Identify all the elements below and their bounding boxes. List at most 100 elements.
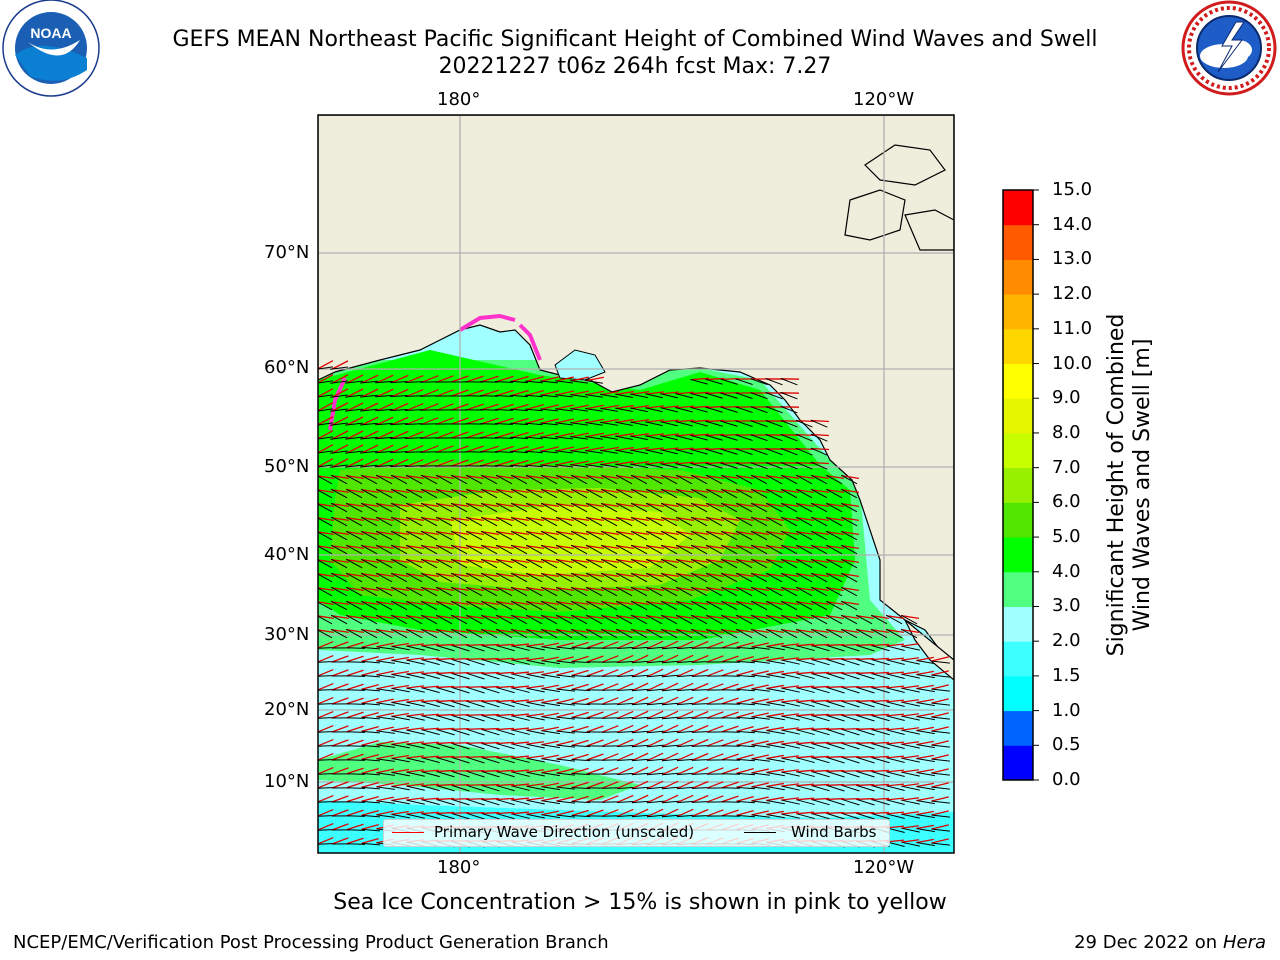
wind-barb <box>900 614 918 625</box>
wave-direction-arrow <box>691 531 709 535</box>
wave-direction-arrow <box>825 755 845 759</box>
wind-barb <box>797 687 815 694</box>
wave-direction-arrow <box>885 811 905 815</box>
wind-barb <box>555 530 573 541</box>
wind-barb <box>480 558 498 569</box>
wind-barb <box>782 673 800 679</box>
wave-direction-arrow <box>916 824 934 830</box>
wave-direction-arrow <box>646 682 664 692</box>
wave-direction-arrow <box>616 601 634 605</box>
wind-barb <box>556 730 575 734</box>
wave-direction-arrow <box>631 710 649 720</box>
wind-barb <box>902 659 920 665</box>
wind-barb <box>509 380 529 384</box>
wave-direction-arrow <box>346 697 364 705</box>
wave-direction-arrow <box>481 417 499 425</box>
wind-barb <box>615 614 633 625</box>
wind-barb <box>690 420 708 427</box>
wave-direction-arrow <box>601 517 619 521</box>
wind-barb <box>527 785 545 791</box>
wave-direction-arrow <box>451 517 469 521</box>
wind-barb <box>437 673 455 680</box>
wave-direction-arrow <box>541 404 559 410</box>
wave-direction-arrow <box>510 811 530 815</box>
wind-barb <box>527 687 545 693</box>
wave-direction-arrow <box>676 696 694 706</box>
wave-direction-arrow <box>556 418 574 424</box>
wave-direction-arrow <box>361 545 379 549</box>
wind-barb <box>570 422 588 426</box>
wind-barb <box>555 422 574 426</box>
wave-direction-arrow <box>676 489 694 493</box>
wave-direction-arrow <box>318 794 334 803</box>
land-arctic-islands <box>844 144 954 251</box>
wave-direction-arrow <box>406 573 424 577</box>
wave-direction-arrow <box>646 587 664 591</box>
wave-direction-arrow <box>466 431 484 439</box>
wind-barb <box>917 688 935 693</box>
wave-direction-arrow <box>855 783 875 787</box>
wind-barb <box>735 614 753 625</box>
wave-direction-arrow <box>916 838 934 844</box>
wind-barb <box>540 488 558 499</box>
wind-barb <box>422 701 440 708</box>
wave-direction-arrow <box>406 615 424 619</box>
wave-direction-arrow <box>810 685 830 689</box>
wave-direction-arrow <box>736 795 754 803</box>
wind-barb <box>827 757 845 764</box>
wave-direction-arrow <box>421 445 439 453</box>
wave-direction-arrow <box>466 615 484 619</box>
wave-direction-arrow <box>376 444 394 454</box>
wave-direction-arrow <box>541 475 559 479</box>
wind-barb <box>842 687 860 694</box>
wave-direction-arrow <box>556 446 574 452</box>
wave-direction-arrow <box>496 601 514 605</box>
wind-barb <box>585 463 603 468</box>
wind-barb <box>405 558 423 569</box>
wind-barb <box>346 759 366 761</box>
lat-label-60n: 60°N <box>264 357 310 378</box>
wind-barb <box>857 799 875 806</box>
wave-direction-arrow <box>841 587 859 591</box>
wind-barb <box>825 628 843 639</box>
wind-barb <box>422 687 440 694</box>
wave-direction-arrow <box>841 573 859 577</box>
wind-barb <box>810 558 828 569</box>
wave-direction-arrow <box>376 656 394 662</box>
wind-barb <box>495 586 513 597</box>
wave-direction-arrow <box>721 615 739 619</box>
wave-direction-arrow <box>586 573 604 577</box>
wave-direction-arrow <box>466 475 484 479</box>
wind-barb <box>735 434 753 442</box>
wave-direction-arrow <box>451 531 469 535</box>
wave-direction-arrow <box>571 629 589 633</box>
wave-direction-arrow <box>736 489 754 493</box>
wind-barb <box>330 408 348 412</box>
wind-barb <box>555 614 573 625</box>
wave-direction-arrow <box>900 699 920 703</box>
wave-direction-arrow <box>781 573 799 577</box>
wave-direction-arrow <box>526 811 544 815</box>
wind-barb <box>752 660 770 664</box>
wave-direction-arrow <box>766 768 784 774</box>
wave-direction-arrow <box>556 503 574 507</box>
wind-barb <box>482 645 500 652</box>
wave-direction-arrow <box>795 811 815 815</box>
wave-direction-arrow <box>495 699 515 703</box>
wave-direction-arrow <box>318 640 334 649</box>
wind-barb <box>510 544 528 555</box>
wave-direction-arrow <box>795 755 815 759</box>
wind-barb <box>510 614 528 625</box>
wave-direction-arrow <box>825 811 845 815</box>
wind-barb <box>420 530 438 541</box>
wave-direction-arrow <box>661 752 679 762</box>
wave-direction-arrow <box>541 503 559 507</box>
wave-direction-arrow <box>511 475 529 479</box>
wave-direction-arrow <box>465 769 485 773</box>
wave-direction-arrow <box>766 573 784 577</box>
wave-direction-arrow <box>526 573 544 577</box>
wave-direction-arrow <box>451 459 469 467</box>
wave-direction-arrow <box>391 782 409 788</box>
wind-barb <box>600 474 618 485</box>
wave-direction-arrow <box>496 629 514 633</box>
